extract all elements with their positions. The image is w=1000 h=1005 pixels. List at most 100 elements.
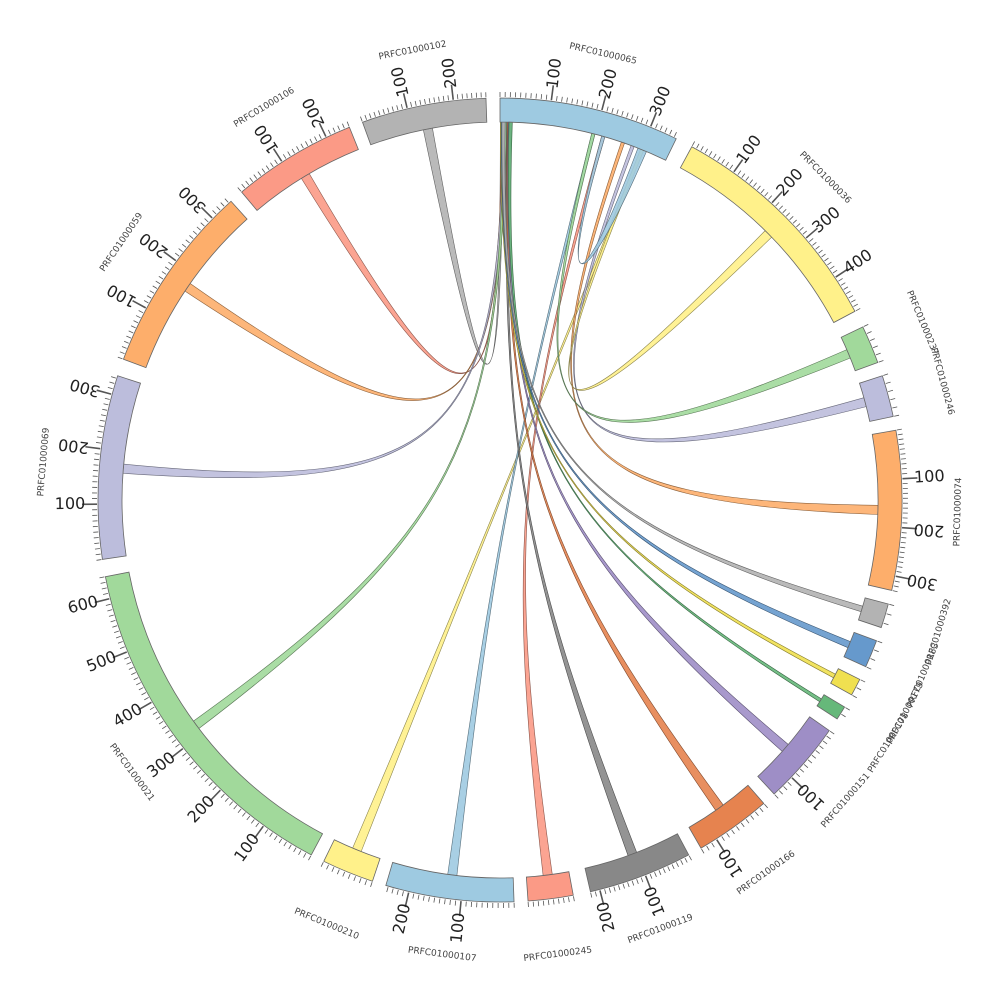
minor-tick — [262, 169, 265, 173]
minor-tick — [238, 187, 241, 191]
minor-tick — [102, 409, 107, 410]
minor-tick — [109, 615, 114, 616]
minor-tick — [890, 399, 895, 400]
minor-tick — [139, 311, 143, 313]
minor-tick — [746, 177, 749, 181]
link-prfc01000166-to-prfc01000065 — [507, 122, 723, 810]
segment-label-prfc01000210: PRFC01000210 — [293, 907, 361, 942]
minor-tick — [718, 157, 721, 161]
minor-tick — [254, 175, 257, 179]
minor-tick — [856, 308, 860, 310]
tick-label: 200 — [595, 67, 621, 101]
minor-tick — [193, 231, 197, 234]
minor-tick — [660, 126, 662, 131]
minor-tick — [221, 794, 224, 798]
minor-tick — [618, 885, 619, 890]
minor-tick — [328, 130, 330, 135]
minor-tick — [284, 842, 287, 846]
minor-tick — [548, 900, 549, 905]
minor-tick — [413, 894, 414, 899]
segment-label-prfc01000246: PRFC01000246 — [928, 347, 956, 416]
minor-tick — [274, 836, 277, 840]
minor-tick — [870, 339, 875, 341]
minor-tick — [897, 429, 902, 430]
minor-tick — [849, 295, 853, 298]
minor-tick — [742, 174, 745, 178]
minor-tick — [672, 864, 674, 869]
segment-prfc01000102 — [363, 98, 487, 145]
minor-tick — [343, 872, 345, 877]
tick-label: 200 — [389, 902, 414, 936]
minor-tick — [209, 782, 213, 786]
minor-tick — [577, 99, 578, 104]
minor-tick — [591, 893, 592, 898]
minor-tick — [722, 159, 725, 163]
minor-tick — [179, 249, 183, 252]
minor-tick — [824, 258, 828, 261]
minor-tick — [812, 755, 816, 758]
minor-tick — [392, 107, 393, 112]
link-prfc01000069-to-prfc01000065 — [123, 122, 506, 478]
minor-tick — [294, 848, 297, 852]
minor-tick — [736, 826, 739, 830]
minor-tick — [95, 549, 100, 550]
minor-tick — [746, 819, 749, 823]
minor-tick — [751, 816, 754, 820]
minor-tick — [898, 562, 903, 563]
minor-tick — [800, 227, 804, 230]
segment-prfc01000059 — [123, 201, 247, 367]
minor-tick — [238, 809, 241, 813]
minor-tick — [668, 866, 670, 871]
segment-label-prfc01000245: PRFC01000245 — [523, 946, 593, 965]
tick-label: 500 — [84, 647, 119, 676]
link-prfc01000151-to-prfc01000065 — [508, 122, 789, 751]
minor-tick — [568, 897, 569, 902]
segment-prfc01000166 — [689, 785, 764, 848]
minor-tick — [656, 124, 658, 129]
minor-tick — [118, 357, 123, 359]
minor-tick — [126, 336, 131, 338]
minor-tick — [97, 437, 102, 438]
minor-tick — [374, 112, 376, 117]
minor-tick — [354, 876, 356, 881]
minor-tick — [305, 141, 307, 145]
minor-tick — [844, 287, 848, 290]
minor-tick — [221, 203, 224, 207]
minor-tick — [424, 99, 425, 104]
minor-tick — [142, 692, 146, 694]
minor-tick — [365, 115, 367, 120]
minor-tick — [572, 99, 573, 104]
minor-tick — [627, 113, 629, 118]
link-prfc01000183-to-prfc01000065 — [501, 122, 850, 648]
minor-tick — [299, 850, 301, 854]
minor-tick — [900, 552, 905, 553]
minor-tick — [757, 186, 760, 190]
minor-tick — [162, 272, 166, 275]
minor-tick — [182, 753, 186, 756]
minor-tick — [760, 808, 763, 812]
minor-tick — [392, 889, 393, 894]
minor-tick — [816, 750, 820, 753]
minor-tick — [333, 128, 335, 133]
tick-label: 300 — [905, 570, 939, 594]
minor-tick — [265, 829, 268, 833]
minor-tick — [247, 816, 250, 820]
minor-tick — [776, 202, 779, 206]
minor-tick — [172, 740, 176, 743]
tick-label: 400 — [840, 245, 876, 278]
minor-tick — [175, 253, 179, 256]
minor-tick — [732, 830, 735, 834]
tick-label: 100 — [387, 65, 413, 99]
minor-tick — [292, 149, 295, 153]
minor-tick — [369, 113, 371, 118]
minor-tick — [439, 97, 440, 102]
minor-tick — [846, 291, 850, 294]
minor-tick — [225, 199, 228, 203]
minor-tick — [455, 901, 456, 906]
minor-tick — [197, 770, 201, 773]
minor-tick — [114, 631, 119, 633]
minor-tick — [830, 266, 834, 269]
minor-tick — [193, 766, 197, 769]
minor-tick — [303, 853, 305, 857]
minor-tick — [279, 839, 282, 843]
